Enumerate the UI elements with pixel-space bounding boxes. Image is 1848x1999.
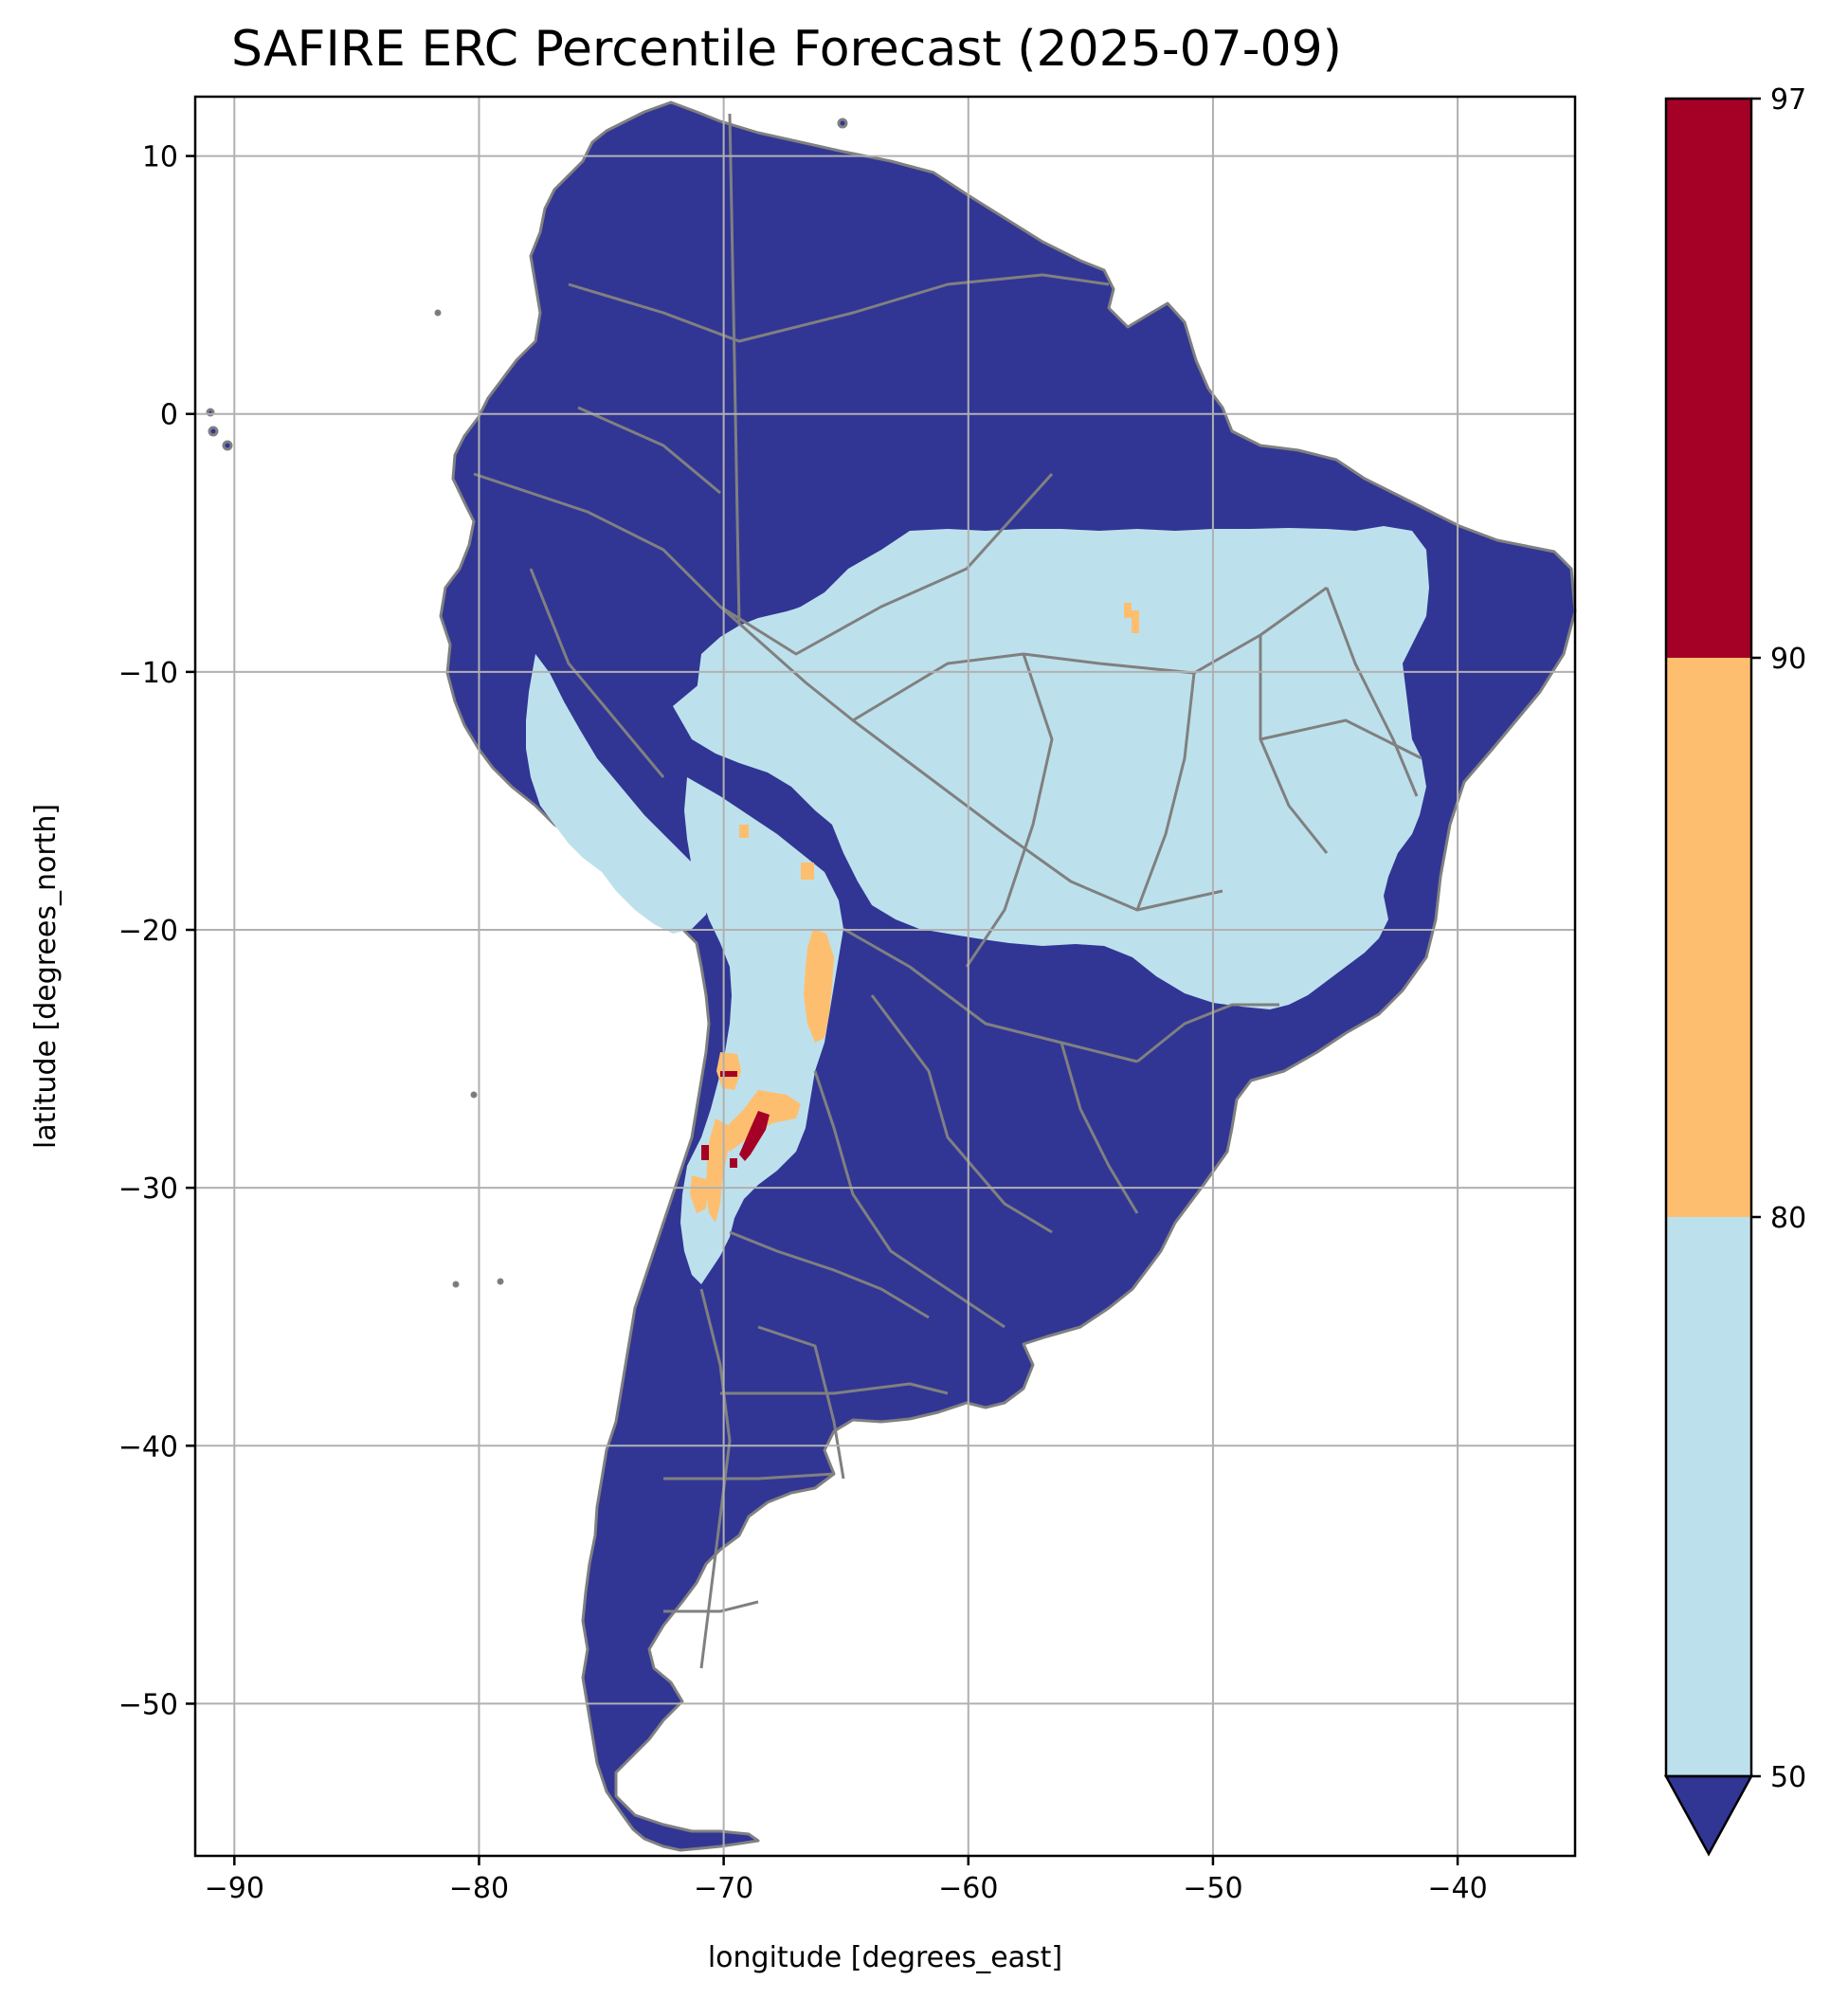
x-tick-label: −90 [205, 1872, 264, 1905]
colorbar-tick-label: 50 [1770, 1761, 1806, 1794]
y-axis-label: latitude [degrees_north] [29, 804, 63, 1149]
border-line [663, 1600, 759, 1613]
x-tick-label: −60 [938, 1872, 998, 1905]
colorbar-extend-triangle [1663, 1774, 1754, 1857]
border-line [577, 406, 721, 495]
border-line [757, 1325, 845, 1480]
border-line [728, 113, 741, 627]
bolivia-peru-strip [526, 654, 711, 934]
island [208, 426, 219, 437]
border-line [1259, 635, 1329, 854]
island [497, 1278, 504, 1285]
patch-80-90 [739, 825, 749, 838]
patch-80-90 [1124, 603, 1132, 618]
map-axes-frame [193, 95, 1577, 1858]
patch-80-90 [804, 929, 834, 1043]
y-axis-ticks: 10 0 −10 −20 −30 −40 −50 [118, 141, 195, 1721]
y-tick-label: 10 [142, 141, 178, 174]
border-line [965, 653, 1054, 968]
colorbar-tick-label: 80 [1770, 1202, 1806, 1235]
colorbar-tick-label: 97 [1770, 83, 1806, 117]
patch-80-90 [690, 1175, 709, 1213]
island [434, 309, 442, 317]
y-tick-label: 0 [160, 399, 178, 432]
x-axis-ticks: −90 −80 −70 −60 −50 −40 [205, 1856, 1488, 1905]
patch-90-97 [739, 1111, 770, 1161]
y-tick-label: −30 [118, 1172, 178, 1206]
x-axis-label: longitude [degrees_east] [708, 1941, 1062, 1974]
patch-90-97 [701, 1145, 709, 1160]
map-title: SAFIRE ERC Percentile Forecast (2025-07-… [231, 21, 1342, 78]
island [470, 1091, 478, 1099]
border-line [1135, 672, 1196, 911]
border-line [529, 568, 665, 778]
x-tick-label: −80 [449, 1872, 509, 1905]
patch-90-97 [720, 1071, 737, 1077]
colorbar-ticks [1751, 97, 1761, 1778]
border-line [870, 994, 1053, 1234]
x-tick-label: −50 [1183, 1872, 1242, 1905]
island [452, 1281, 460, 1288]
gridlines [195, 97, 1575, 1856]
border-line [813, 1070, 1006, 1329]
border-line [1136, 1003, 1279, 1063]
colorbar: 97 90 80 50 [1663, 83, 1806, 1857]
percentile-90-97-layer [701, 1071, 770, 1168]
central-brazil-west-lobe [697, 580, 858, 730]
colorbar-bin-50-80 [1666, 1217, 1751, 1776]
x-tick-label: −40 [1427, 1872, 1487, 1905]
colorbar-bin-80-90 [1666, 658, 1751, 1217]
x-tick-label: −70 [694, 1872, 753, 1905]
y-tick-label: −40 [118, 1430, 178, 1463]
border-line [1325, 587, 1419, 797]
border-line [720, 1382, 949, 1395]
island [837, 118, 848, 129]
y-tick-label: −50 [118, 1688, 178, 1721]
colorbar-bin-90-97 [1666, 99, 1751, 658]
island [222, 440, 233, 451]
patch-80-90 [1132, 610, 1139, 633]
border-line [852, 718, 1223, 912]
patch-80-90 [801, 863, 814, 880]
y-tick-label: −20 [118, 915, 178, 948]
islands [206, 118, 848, 1288]
border-line [568, 273, 1110, 343]
admin-borders [473, 113, 1422, 1669]
patch-90-97 [730, 1158, 737, 1168]
border-line [1060, 1042, 1139, 1214]
percentile-80-90-layer [690, 603, 1139, 1223]
border-line [842, 927, 1138, 1063]
border-line [663, 1472, 835, 1481]
border-line [473, 472, 1054, 656]
colorbar-frame [1664, 97, 1753, 1778]
colorbar-tick-label: 90 [1770, 643, 1806, 676]
y-tick-label: −10 [118, 657, 178, 690]
border-line [729, 1230, 930, 1319]
border-line [1259, 718, 1422, 760]
